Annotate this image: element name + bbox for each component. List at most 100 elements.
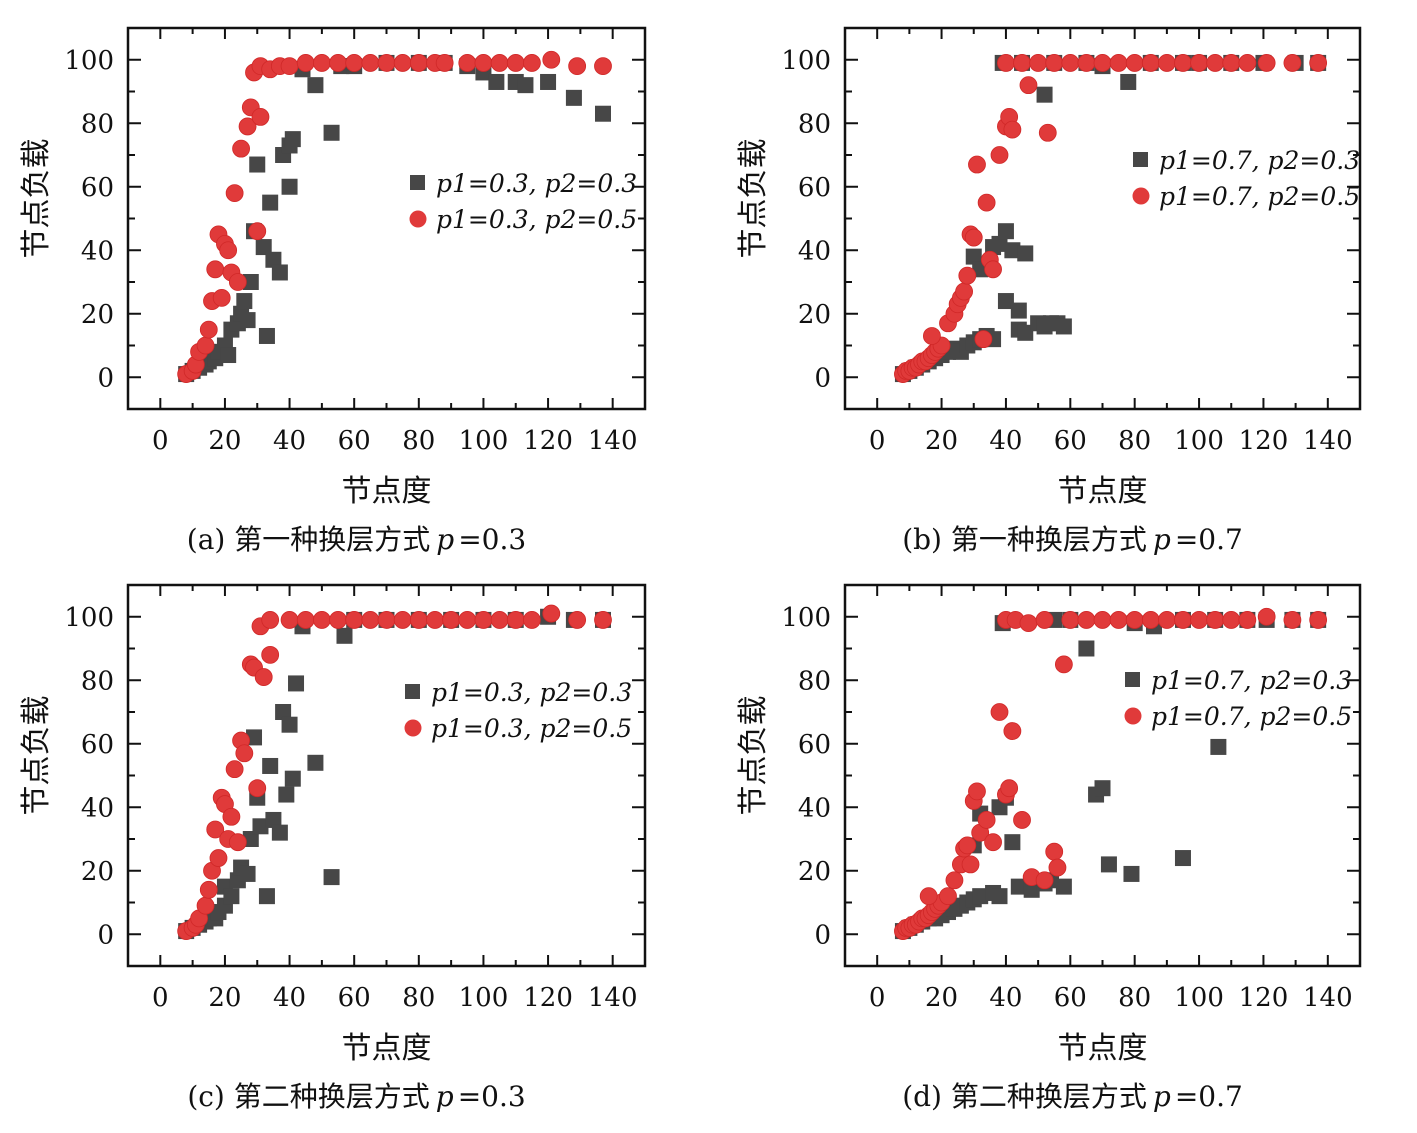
panel-caption: (d) 第二种换层方式 p =0.7: [902, 1080, 1243, 1113]
data-point-square: [246, 729, 263, 746]
data-point-circle: [961, 855, 980, 874]
data-point-square: [565, 89, 582, 106]
data-point-circle: [542, 50, 561, 69]
data-point-square: [220, 347, 237, 364]
caption-value: =0.7: [1175, 523, 1243, 556]
data-point-square: [965, 248, 982, 265]
legend-marker-square: [410, 175, 425, 190]
data-point-circle: [568, 611, 587, 629]
data-point-square: [307, 754, 324, 771]
chart-panel-a: 0 20 40 60 80 100 120 140 0 20 40 60 80 100 节点度 节点负载 (a)…: [19, 26, 647, 556]
caption-value: =0.3: [458, 1080, 526, 1113]
data-point-circle: [1283, 611, 1302, 629]
data-point-circle: [990, 146, 1009, 164]
caption-text: (c) 第二种换层方式: [187, 1080, 429, 1113]
data-point-square: [236, 293, 253, 310]
data-point-square: [262, 757, 279, 774]
data-point-square: [271, 264, 288, 281]
y-axis-label: 节点负载: [19, 139, 54, 259]
y-tick-label: 100: [64, 603, 114, 633]
data-point-circle: [1257, 54, 1276, 72]
data-point-square: [252, 818, 269, 835]
data-point-circle: [1003, 722, 1022, 740]
data-point-circle: [1206, 54, 1225, 72]
series-squares: [178, 608, 611, 940]
x-tick-label: 0: [152, 426, 169, 456]
data-point-circle: [1045, 54, 1064, 72]
data-point-circle: [232, 139, 250, 158]
data-point-circle: [958, 836, 977, 855]
data-point-circle: [955, 282, 973, 301]
series-circles: [177, 604, 612, 940]
data-point-circle: [329, 54, 347, 72]
y-tick-label: 100: [781, 46, 831, 76]
data-point-circle: [523, 54, 541, 72]
data-point-circle: [393, 54, 412, 72]
data-point-circle: [1238, 611, 1257, 629]
data-point-circle: [199, 320, 218, 339]
legend-marker-square: [405, 684, 420, 699]
chart-panel-c: 0 20 40 60 80 100 120 140 0 20 40 60 80 100 节点度 节点负载 (c)…: [19, 583, 647, 1113]
data-point-square: [1055, 318, 1072, 335]
x-tick-label: 80: [1118, 983, 1151, 1013]
data-point-circle: [506, 54, 525, 72]
data-point-circle: [958, 266, 977, 285]
legend: p1=0.7, p2=0.3 p1=0.7, p2=0.5: [1124, 666, 1352, 731]
x-tick-label: 140: [588, 426, 638, 456]
data-point-circle: [426, 611, 444, 629]
y-tick-label: 60: [798, 173, 831, 203]
data-point-circle: [939, 887, 957, 906]
data-point-circle: [1013, 811, 1031, 829]
x-tick-label: 120: [1239, 983, 1289, 1013]
y-tick-label: 20: [798, 857, 831, 887]
caption-param: p: [1153, 523, 1171, 556]
data-point-circle: [1003, 120, 1022, 139]
data-point-square: [1004, 834, 1021, 851]
data-point-circle: [1190, 54, 1208, 72]
y-tick-label: 100: [64, 46, 114, 76]
data-point-circle: [968, 155, 986, 174]
data-point-circle: [964, 228, 983, 247]
data-point-circle: [594, 57, 612, 75]
legend-marker-square: [1133, 152, 1148, 167]
data-point-square: [1023, 881, 1040, 898]
data-point-square: [1174, 850, 1191, 867]
data-points: [894, 54, 1328, 383]
data-point-circle: [984, 833, 1002, 852]
y-tick-label: 20: [81, 857, 114, 887]
data-point-circle: [238, 117, 257, 136]
x-tick-label: 60: [1054, 426, 1087, 456]
data-point-circle: [209, 849, 228, 867]
panel-caption: (c) 第二种换层方式 p =0.3: [187, 1080, 525, 1113]
data-point-square: [1123, 865, 1140, 882]
data-point-circle: [997, 54, 1015, 72]
data-point-circle: [1238, 54, 1257, 72]
data-point-circle: [280, 611, 299, 629]
data-point-square: [271, 824, 288, 841]
x-tick-label: 20: [925, 983, 958, 1013]
data-point-circle: [1174, 54, 1192, 72]
data-point-square: [1210, 738, 1227, 755]
data-point-circle: [1257, 607, 1276, 626]
data-point-square: [278, 786, 295, 803]
y-tick-label: 60: [81, 730, 114, 760]
x-tick-label: 120: [523, 426, 573, 456]
data-point-circle: [1125, 611, 1144, 629]
caption-param: p: [436, 523, 454, 556]
x-tick-label: 140: [1303, 426, 1353, 456]
x-tick-label: 60: [338, 983, 371, 1013]
data-point-circle: [1125, 54, 1144, 72]
data-point-circle: [542, 604, 561, 623]
data-point-square: [323, 869, 340, 886]
data-point-circle: [1045, 842, 1064, 861]
data-point-circle: [261, 645, 280, 664]
data-point-circle: [919, 887, 938, 906]
legend: p1=0.3, p2=0.3 p1=0.3, p2=0.5: [409, 169, 637, 234]
data-point-circle: [984, 260, 1002, 279]
data-point-square: [1010, 878, 1027, 895]
x-tick-label: 80: [402, 983, 435, 1013]
data-point-circle: [296, 611, 315, 629]
data-point-circle: [990, 703, 1009, 721]
chart-panel-b: 0 20 40 60 80 100 120 140 0 20 40 60 80 100 节点度 节点负载 (b)…: [736, 26, 1362, 556]
